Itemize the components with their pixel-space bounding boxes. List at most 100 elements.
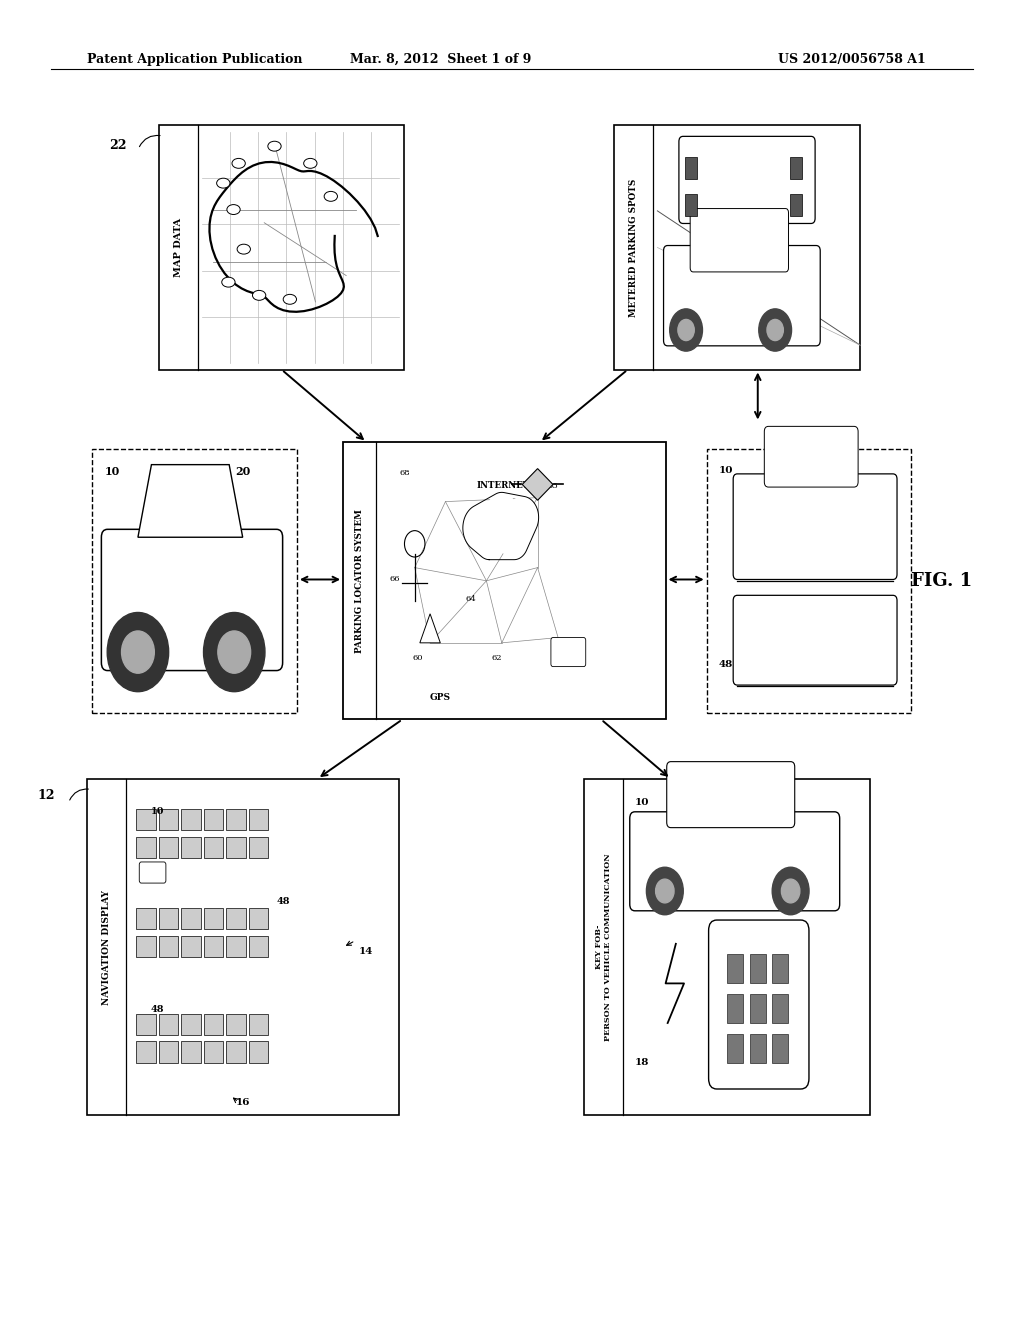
Bar (685, 194, 697, 215)
Ellipse shape (238, 244, 251, 253)
Bar (249, 1014, 268, 1035)
Text: INTERNET: INTERNET (476, 482, 529, 491)
Bar (181, 908, 201, 929)
Bar (181, 809, 201, 830)
Text: 48: 48 (276, 898, 290, 907)
FancyBboxPatch shape (690, 209, 788, 272)
Circle shape (781, 879, 800, 903)
Text: 16: 16 (236, 1098, 250, 1107)
Text: PARKING LOCATOR SYSTEM: PARKING LOCATOR SYSTEM (355, 510, 364, 652)
Bar (249, 1041, 268, 1063)
Bar (249, 908, 268, 929)
Text: US 2012/0056758 A1: US 2012/0056758 A1 (778, 53, 926, 66)
Bar (181, 1014, 201, 1035)
Text: 48: 48 (719, 660, 733, 669)
FancyBboxPatch shape (764, 426, 858, 487)
Circle shape (646, 867, 683, 915)
Bar (772, 994, 788, 1023)
Bar (181, 837, 201, 858)
Bar (226, 936, 246, 957)
Bar (181, 1041, 201, 1063)
Ellipse shape (222, 277, 236, 288)
Polygon shape (522, 469, 553, 500)
Bar (750, 994, 766, 1023)
FancyBboxPatch shape (679, 136, 815, 223)
Circle shape (670, 309, 702, 351)
Text: 18: 18 (635, 1059, 649, 1068)
Circle shape (500, 523, 528, 560)
Bar (226, 1041, 246, 1063)
Circle shape (772, 867, 809, 915)
Bar (136, 837, 156, 858)
Text: FIG. 1: FIG. 1 (911, 572, 973, 590)
Bar (727, 1034, 743, 1063)
Text: 14: 14 (358, 946, 373, 956)
FancyBboxPatch shape (551, 638, 586, 667)
FancyBboxPatch shape (733, 595, 897, 685)
Bar (159, 908, 178, 929)
Bar (226, 809, 246, 830)
Circle shape (655, 879, 674, 903)
FancyBboxPatch shape (709, 920, 809, 1089)
Bar (226, 908, 246, 929)
Bar (750, 954, 766, 983)
Bar (136, 908, 156, 929)
Bar (136, 1041, 156, 1063)
Bar (159, 936, 178, 957)
Bar (159, 1041, 178, 1063)
Bar (226, 1014, 246, 1035)
Bar (159, 125, 404, 370)
Text: 48: 48 (151, 1006, 164, 1015)
Bar (159, 1014, 178, 1035)
Text: 10: 10 (553, 649, 563, 659)
Bar (226, 837, 246, 858)
Text: KEY FOB-
PERSON TO VEHICLE COMMUNICATION: KEY FOB- PERSON TO VEHICLE COMMUNICATION (595, 853, 611, 1041)
Bar (92, 449, 297, 713)
Bar (249, 936, 268, 957)
Text: 66: 66 (389, 574, 399, 583)
Circle shape (759, 309, 792, 351)
Text: Mar. 8, 2012  Sheet 1 of 9: Mar. 8, 2012 Sheet 1 of 9 (349, 53, 531, 66)
Text: MAP DATA: MAP DATA (174, 218, 182, 277)
Text: METERED PARKING SPOTS: METERED PARKING SPOTS (630, 178, 638, 317)
Bar (707, 449, 911, 713)
FancyBboxPatch shape (733, 474, 897, 579)
Circle shape (767, 319, 783, 341)
Circle shape (506, 496, 539, 539)
FancyBboxPatch shape (664, 246, 820, 346)
Ellipse shape (284, 294, 297, 305)
Ellipse shape (304, 158, 317, 168)
Bar (159, 809, 178, 830)
Bar (343, 442, 666, 719)
Text: Patent Application Publication: Patent Application Publication (87, 53, 302, 66)
Circle shape (108, 612, 169, 692)
Text: 10: 10 (719, 466, 733, 475)
Bar (750, 1034, 766, 1063)
Text: 10: 10 (151, 808, 164, 817)
Circle shape (486, 492, 517, 532)
FancyBboxPatch shape (630, 812, 840, 911)
Text: 22: 22 (110, 139, 127, 152)
Text: GPS: GPS (430, 693, 452, 702)
Bar (204, 908, 223, 929)
Text: 12: 12 (38, 788, 55, 801)
Bar (584, 779, 870, 1115)
Bar (249, 809, 268, 830)
Bar (204, 936, 223, 957)
Ellipse shape (217, 178, 230, 187)
Ellipse shape (268, 141, 282, 150)
Polygon shape (420, 614, 440, 643)
Text: NAVIGATION DISPLAY: NAVIGATION DISPLAY (102, 890, 111, 1005)
Text: 44: 44 (698, 260, 712, 269)
Text: 35: 35 (548, 482, 558, 491)
Bar (181, 936, 201, 957)
Text: 60: 60 (413, 653, 423, 663)
Bar (790, 194, 802, 215)
Bar (727, 954, 743, 983)
Bar (614, 125, 860, 370)
Text: 10: 10 (635, 799, 649, 808)
Bar (790, 157, 802, 178)
Bar (204, 1041, 223, 1063)
Bar (727, 994, 743, 1023)
Bar (204, 1014, 223, 1035)
